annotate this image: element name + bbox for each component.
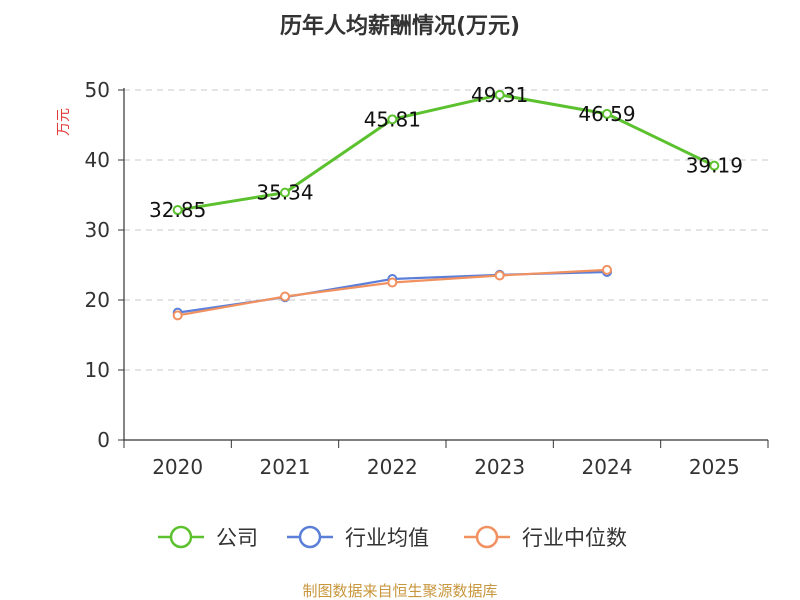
legend: 公司 行业均值 行业中位数 (158, 525, 627, 550)
y-tick-label: 50 (85, 78, 110, 102)
x-tick-label: 2024 (582, 455, 633, 479)
y-tick-label: 30 (85, 218, 110, 242)
data-point (280, 187, 290, 198)
legend-item: 公司 (158, 525, 258, 550)
legend-marker (475, 525, 499, 549)
data-labels: 32.85 35.34 45.81 49.31 46.59 39.19 (149, 83, 743, 222)
data-point (172, 310, 183, 321)
legend-label: 公司 (216, 526, 258, 550)
x-tick-label: 2025 (689, 455, 740, 479)
x-tick-label: 2020 (152, 455, 203, 479)
series-layer (172, 89, 720, 321)
y-tick-label: 10 (85, 358, 110, 382)
legend-item: 行业均值 (287, 525, 429, 550)
data-label: 35.34 (256, 181, 313, 205)
data-point (387, 114, 398, 125)
data-point (602, 264, 612, 275)
legend-marker (298, 525, 322, 549)
series-0 (172, 89, 720, 216)
legend-marker (169, 525, 193, 549)
x-tick-label: 2022 (367, 455, 418, 479)
series-1 (172, 267, 612, 318)
legend-label: 行业中位数 (522, 526, 627, 550)
y-tick-label: 20 (85, 288, 110, 312)
data-point (602, 108, 612, 119)
x-tick-label: 2023 (474, 455, 525, 479)
source-note: 制图数据来自恒生聚源数据库 (302, 582, 497, 600)
data-label: 45.81 (364, 107, 421, 131)
data-point (494, 270, 505, 281)
y-tick-label: 40 (85, 148, 110, 172)
x-tick-label: 2021 (260, 455, 311, 479)
chart-title: 历年人均薪酬情况(万元) (280, 13, 520, 39)
legend-item: 行业中位数 (464, 525, 627, 550)
y-axis-label: 万元 (56, 108, 72, 136)
data-point (709, 160, 720, 171)
series-2 (172, 264, 612, 321)
data-label: 49.31 (471, 83, 528, 107)
data-point (494, 89, 505, 100)
y-tick-label: 0 (97, 428, 110, 452)
data-label: 39.19 (686, 154, 743, 178)
data-point (280, 291, 290, 302)
data-point (387, 277, 398, 288)
series-line (177, 93, 715, 212)
legend-label: 行业均值 (345, 526, 429, 550)
data-point (172, 205, 183, 216)
gridlines (124, 89, 768, 371)
axes: 0 10 20 30 40 50 2020 2021 2022 2023 2024 2025 (85, 78, 769, 479)
data-label: 46.59 (578, 102, 635, 126)
data-label: 32.85 (149, 198, 206, 222)
